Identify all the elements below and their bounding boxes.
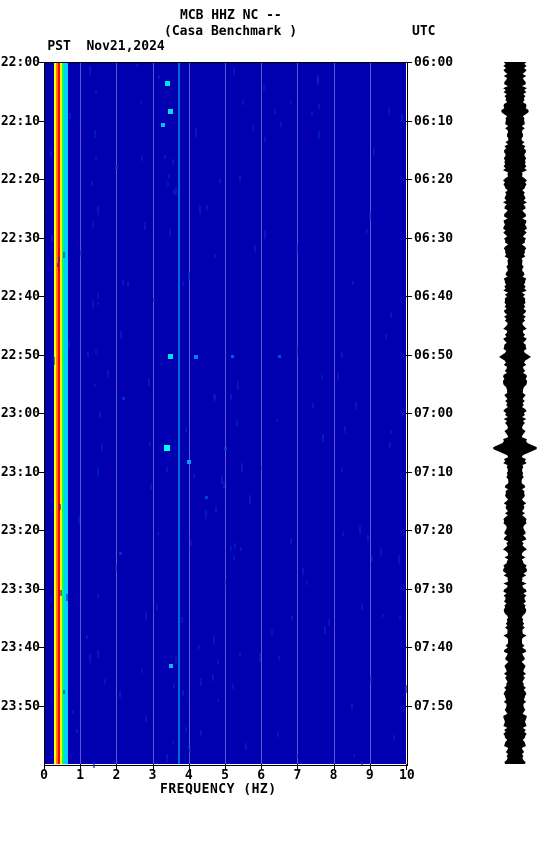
y-tick-left: 23:20 [0,523,40,538]
y-tick-left: 22:30 [0,231,40,246]
spectrogram-speckle [231,355,234,358]
y-tick-right: 06:30 [414,231,462,246]
x-tick: 7 [290,768,304,783]
gridline-vertical [370,62,371,764]
gridline-vertical [225,62,226,764]
gridline-vertical [334,62,335,764]
gridline-vertical [297,62,298,764]
x-axis-label: FREQUENCY (HZ) [160,782,277,797]
spectrogram-speckle [205,496,208,499]
gridline-vertical [153,62,154,764]
x-tick: 8 [327,768,341,783]
y-tick-right: 07:10 [414,465,462,480]
spectrogram-speckle [169,664,173,668]
y-tick-left: 23:10 [0,465,40,480]
spectrogram-speckle [168,109,173,114]
y-tick-right: 07:50 [414,699,462,714]
x-tick: 3 [146,768,160,783]
spectrogram-speckle [161,123,165,127]
y-tick-left: 22:10 [0,114,40,129]
y-tick-left: 22:40 [0,289,40,304]
lowfreq-energy-band [54,62,66,764]
x-tick: 6 [254,768,268,783]
y-tick-right: 06:10 [414,114,462,129]
spectrogram-speckle [164,445,170,451]
y-tick-left: 23:00 [0,406,40,421]
spectrogram-speckle [224,447,227,450]
x-tick: 1 [73,768,87,783]
gridline-vertical [80,62,81,764]
gridline-vertical [189,62,190,764]
station-name: (Casa Benchmark ) [164,24,297,39]
y-tick-left: 22:50 [0,348,40,363]
spectrogram-speckle [168,354,173,359]
spectrogram-speckle [119,552,122,555]
date: Nov21,2024 [86,39,164,54]
spectrogram-speckle [187,460,191,464]
y-tick-left: 23:30 [0,582,40,597]
spectrogram-speckle [115,166,118,169]
right-timezone: UTC [412,24,435,39]
y-tick-right: 06:50 [414,348,462,363]
y-tick-right: 07:30 [414,582,462,597]
narrowband-line [178,62,180,764]
y-tick-left: 23:50 [0,699,40,714]
x-tick: 2 [109,768,123,783]
y-tick-left: 23:40 [0,640,40,655]
spectrogram-speckle [165,81,170,86]
x-tick: 5 [218,768,232,783]
spectrogram-speckle [122,397,125,400]
spectrogram-speckle [278,355,281,358]
x-tick: 0 [37,768,51,783]
y-tick-right: 07:20 [414,523,462,538]
y-tick-left: 22:00 [0,55,40,70]
x-tick: 10 [399,768,413,783]
y-tick-right: 06:40 [414,289,462,304]
gridline-vertical [261,62,262,764]
left-tz: PST [47,39,70,54]
station-code: MCB HHZ NC -- [180,8,282,23]
y-tick-right: 07:40 [414,640,462,655]
spectrogram-plot [44,62,406,764]
x-tick: 4 [182,768,196,783]
spectrogram-speckle [194,355,198,359]
x-tick: 9 [363,768,377,783]
y-tick-right: 06:00 [414,55,462,70]
y-tick-left: 22:20 [0,172,40,187]
y-tick-right: 07:00 [414,406,462,421]
waveform-trace [490,62,540,764]
y-tick-right: 06:20 [414,172,462,187]
